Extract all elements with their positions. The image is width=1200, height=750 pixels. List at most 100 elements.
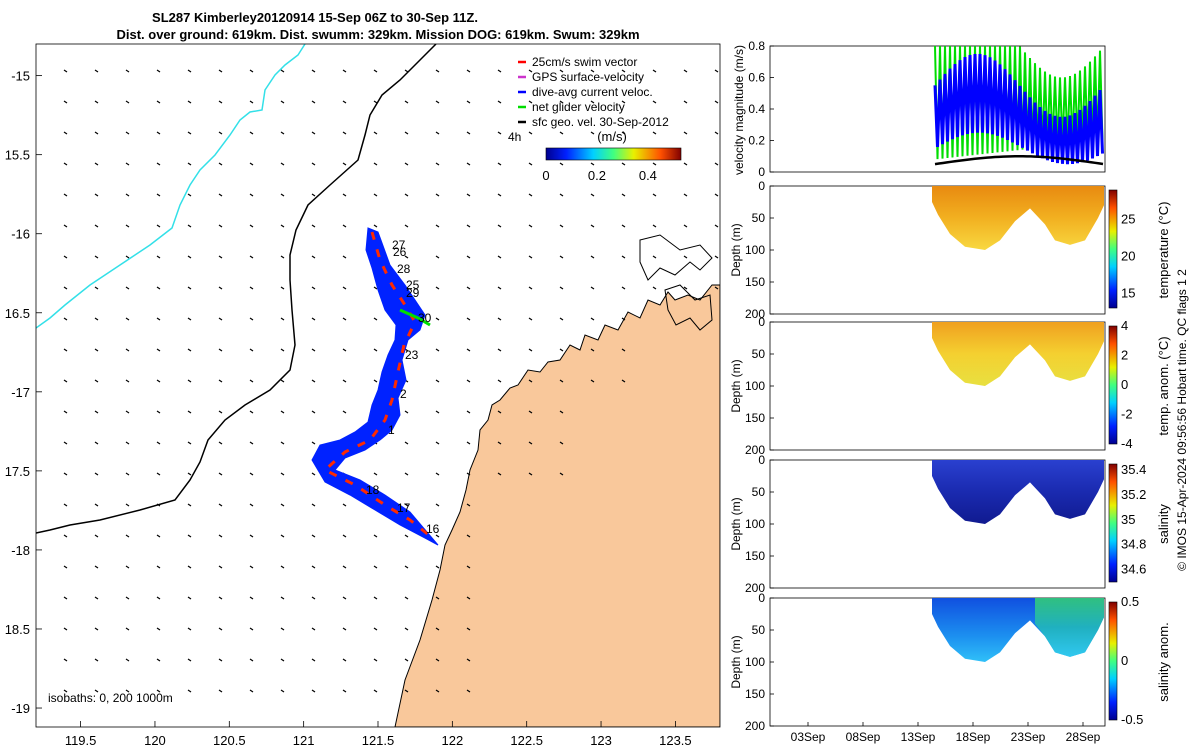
colorbar-label: (m/s): [597, 129, 627, 144]
velocity-arrow: [373, 131, 378, 135]
velocity-arrow: [94, 565, 99, 569]
velocity-arrow: [125, 193, 130, 197]
velocity-arrow: [125, 286, 130, 290]
velocity-arrow: [621, 255, 626, 259]
colorbar-tick: 2: [1121, 348, 1128, 363]
day-label: 30: [418, 311, 432, 325]
velocity-arrow: [652, 131, 657, 135]
velocity-arrow: [311, 100, 316, 104]
velocity-arrow: [373, 472, 378, 476]
velocity-arrow: [466, 100, 471, 104]
velocity-arrow: [683, 224, 688, 228]
velocity-arrow: [342, 565, 347, 569]
velocity-arrow: [249, 224, 254, 228]
island-cluster: [639, 234, 713, 281]
velocity-arrow: [94, 503, 99, 507]
velocity-arrow: [435, 255, 440, 259]
velocity-arrow: [156, 534, 161, 538]
velocity-arrow: [218, 410, 223, 414]
velocity-arrow: [94, 379, 99, 383]
velocity-arrow: [528, 224, 533, 228]
velocity-arrow: [187, 441, 192, 445]
velocity-arrow: [497, 348, 502, 352]
velocity-arrow: [342, 224, 347, 228]
velocity-arrow: [187, 689, 192, 693]
velocity-arrow: [187, 162, 192, 166]
velocity-arrow: [404, 193, 409, 197]
velocity-arrow: [559, 410, 564, 414]
colorbar-tick: -2: [1121, 407, 1133, 422]
velocity-arrow: [156, 379, 161, 383]
velocity-arrow: [125, 379, 130, 383]
velocity-arrow: [621, 69, 626, 73]
velocity-arrow: [466, 441, 471, 445]
velocity-arrow: [63, 472, 68, 476]
velocity-arrow: [466, 317, 471, 321]
velocity-arrow: [63, 131, 68, 135]
velocity-arrow: [435, 193, 440, 197]
section-field: [932, 460, 1104, 524]
velocity-arrow: [218, 69, 223, 73]
legend-label: dive-avg current veloc.: [532, 85, 653, 99]
legend-label: net glider velocity: [532, 100, 625, 114]
colorbar-tick: 35.4: [1121, 462, 1146, 477]
velocity-arrow: [342, 100, 347, 104]
velocity-arrow: [466, 565, 471, 569]
velocity-arrow: [311, 286, 316, 290]
velocity-arrow: [249, 441, 254, 445]
velocity-arrow: [156, 441, 161, 445]
velocity-arrow: [435, 224, 440, 228]
velocity-arrow: [404, 472, 409, 476]
velocity-arrow: [156, 162, 161, 166]
velocity-arrow: [249, 379, 254, 383]
velocity-arrow: [187, 503, 192, 507]
day-label: 23: [405, 348, 419, 362]
colorbar-tick: 34.6: [1121, 562, 1146, 577]
velocity-arrow: [683, 286, 688, 290]
isobaths-label: isobaths: 0, 200 1000m: [48, 691, 173, 705]
velocity-arrow: [63, 286, 68, 290]
velocity-arrow: [497, 410, 502, 414]
velocity-arrow: [125, 627, 130, 631]
velocity-arrow: [404, 503, 409, 507]
velocity-arrow: [125, 565, 130, 569]
velocity-arrow: [156, 286, 161, 290]
velocity-arrow: [218, 348, 223, 352]
map-y-ticks: -15 15.5 -16 16.5 -17 17.5 -18 18.5 -19: [5, 69, 42, 716]
velocity-arrow: [652, 224, 657, 228]
velocity-arrow: [435, 565, 440, 569]
colorbar-label: salinity anom.: [1156, 622, 1171, 701]
velocity-arrow: [497, 472, 502, 476]
velocity-arrow: [311, 441, 316, 445]
velocity-arrow: [218, 317, 223, 321]
velocity-arrow: [404, 410, 409, 414]
velocity-arrow: [559, 286, 564, 290]
velocity-ytick: 0: [758, 165, 765, 179]
velocity-arrow: [435, 472, 440, 476]
velocity-arrow: [249, 689, 254, 693]
velocity-arrow: [559, 379, 564, 383]
velocity-arrow: [342, 69, 347, 73]
velocity-arrow: [466, 472, 471, 476]
velocity-arrow: [280, 162, 285, 166]
colorbar-label: temp. anom. (°C): [1156, 336, 1171, 435]
land-mass: [394, 284, 720, 727]
velocity-arrow: [218, 627, 223, 631]
velocity-arrow: [435, 131, 440, 135]
velocity-arrow: [187, 131, 192, 135]
depth-tick: 50: [752, 211, 766, 225]
velocity-arrow: [435, 286, 440, 290]
velocity-arrow: [125, 255, 130, 259]
island-cluster-2: [664, 284, 713, 331]
velocity-arrow: [280, 689, 285, 693]
day-label: 28: [397, 262, 411, 276]
velocity-arrow: [94, 193, 99, 197]
time-tick: 28Sep: [1066, 730, 1101, 744]
footer-credit: © IMOS 15-Apr-2024 09:56:56 Hobart time.…: [1175, 269, 1189, 571]
velocity-arrow: [559, 348, 564, 352]
velocity-arrow: [156, 565, 161, 569]
velocity-arrow: [466, 596, 471, 600]
velocity-arrow: [249, 131, 254, 135]
depth-tick: 200: [745, 719, 765, 733]
velocity-arrow: [218, 379, 223, 383]
